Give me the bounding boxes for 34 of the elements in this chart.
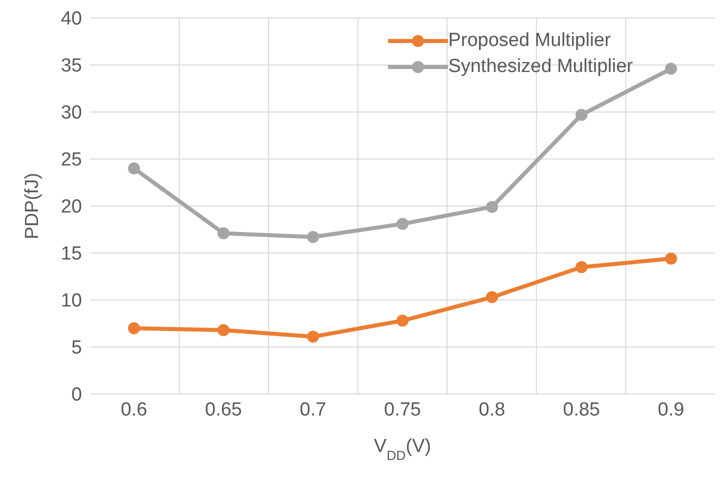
point [396,314,408,327]
x-tick-label: 0.7 [300,399,326,420]
y-tick-label: 15 [60,244,82,265]
x-tick-label: 0.65 [205,399,242,420]
point [576,261,588,274]
x-axis-title: V$_{DD}$(V) [374,436,432,462]
point [486,200,498,213]
x-tick-label: 0.8 [478,399,506,420]
x-tick-label: 0.6 [120,399,148,420]
y-tick-label: 25 [60,150,82,171]
point [128,162,140,174]
x-tick-label: 0.9 [658,399,684,420]
y-tick-label: 10 [60,290,82,312]
point [665,252,677,265]
y-tick-label: 40 [60,8,82,30]
y-tick-label: 20 [60,196,82,218]
point [396,218,408,230]
point [486,291,498,304]
point [218,227,230,240]
y-tick-label: 30 [60,102,82,124]
y-tick-label: 0 [71,384,82,406]
point [128,322,140,334]
point [218,324,230,336]
point [307,330,319,343]
point [576,108,588,121]
x-tick-label: 0.85 [563,399,600,420]
y-axis-title: PDP(fJ) [22,172,43,240]
y-tick-label: 5 [71,338,82,359]
legend-label: Synthesized Multiplier [448,55,633,79]
point [665,62,677,75]
legend-label: Proposed Multiplier [448,29,611,53]
x-tick-label: 0.75 [384,399,421,420]
y-tick-label: 35 [60,56,82,77]
point [307,231,319,244]
